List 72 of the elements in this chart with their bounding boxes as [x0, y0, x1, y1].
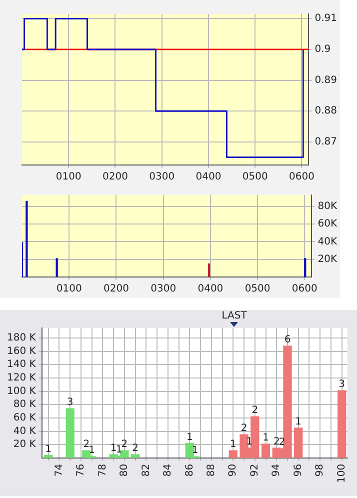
- text: LAST: [222, 310, 248, 322]
- y-tick-label: 0.9: [314, 44, 331, 56]
- x-tick-label: 0400: [198, 284, 224, 295]
- y-tick-label: 80 K: [13, 399, 36, 410]
- x-tick-label: 92: [249, 464, 260, 477]
- x-tick-label: 78: [97, 464, 108, 477]
- x-tick-label: 0100: [56, 284, 82, 295]
- annotation: 1: [110, 443, 117, 454]
- bar: [56, 258, 58, 277]
- y-tick-label: 80K: [318, 201, 338, 212]
- bar: [338, 390, 346, 458]
- bar: [228, 450, 238, 458]
- x-tick-label: 0400: [196, 172, 222, 183]
- y-tick-label: 60K: [318, 218, 338, 230]
- annotation: 1: [116, 444, 122, 456]
- x-tick-label: 90: [228, 464, 239, 477]
- bar: [261, 444, 270, 458]
- annotation: 2: [132, 443, 138, 454]
- annotation: 3: [338, 379, 346, 390]
- y-tick-label: 40 K: [13, 426, 36, 437]
- bar: [66, 408, 74, 458]
- y-tick-label: 140 K: [6, 359, 36, 370]
- bar: [26, 200, 28, 277]
- x-tick-label: 82: [140, 464, 152, 477]
- x-tick-label: 0500: [244, 284, 270, 295]
- x-tick-label: 86: [184, 464, 196, 477]
- y-tick-label: 100 K: [6, 386, 36, 397]
- x-tick-label: 0500: [242, 172, 268, 183]
- annotation: 3: [66, 397, 74, 408]
- y-tick-label: 0.91: [314, 13, 337, 24]
- annotation: 1: [45, 444, 52, 455]
- annotation: 2: [83, 439, 90, 450]
- bar: [294, 428, 303, 458]
- bar: [208, 263, 210, 277]
- x-tick-label: 94: [271, 464, 282, 477]
- y-tick-label: 20 K: [13, 439, 36, 450]
- annotation: 1: [246, 436, 253, 448]
- bar: [304, 258, 306, 277]
- x-tick-label: 74: [54, 464, 65, 477]
- x-tick-label: 0200: [102, 172, 128, 183]
- y-tick-label: 0.88: [314, 106, 337, 117]
- x-tick-label: 96: [292, 464, 304, 477]
- x-tick-label: 0600: [289, 172, 314, 183]
- x-tick-label: 88: [206, 464, 217, 477]
- x-tick-label: 98: [314, 464, 326, 477]
- annotation: 1: [230, 439, 236, 450]
- y-tick-label: 0.89: [314, 74, 337, 86]
- x-tick-label: 0200: [103, 284, 129, 295]
- x-tick-label: 100: [336, 464, 348, 484]
- y-tick-label: 40K: [318, 236, 338, 248]
- y-tick-label: 180 K: [6, 332, 36, 344]
- x-tick-label: 0300: [149, 172, 175, 183]
- x-tick-label: 80: [119, 464, 130, 477]
- y-tick-label: 20K: [318, 254, 338, 265]
- annotation: 1: [88, 445, 96, 456]
- y-tick-label: 0.87: [314, 136, 337, 148]
- x-tick-label: 0100: [56, 172, 82, 183]
- annotation: 2: [273, 436, 280, 448]
- annotation: 2: [240, 423, 248, 434]
- x-tick-label: 0600: [292, 284, 318, 295]
- y-tick-label: 60 K: [13, 412, 36, 424]
- annotation: 1: [186, 432, 193, 443]
- annotation: 1: [262, 432, 269, 444]
- x-tick-label: 84: [162, 464, 174, 477]
- annotation: 2: [252, 405, 258, 416]
- annotation: 6: [284, 334, 291, 346]
- x-tick-label: 0300: [150, 284, 176, 295]
- y-tick-label: 120 K: [6, 372, 36, 384]
- annotation: 2: [121, 439, 128, 450]
- x-tick-label: 76: [76, 464, 87, 477]
- annotation: 1: [295, 416, 302, 428]
- y-tick-label: 160 K: [6, 346, 36, 357]
